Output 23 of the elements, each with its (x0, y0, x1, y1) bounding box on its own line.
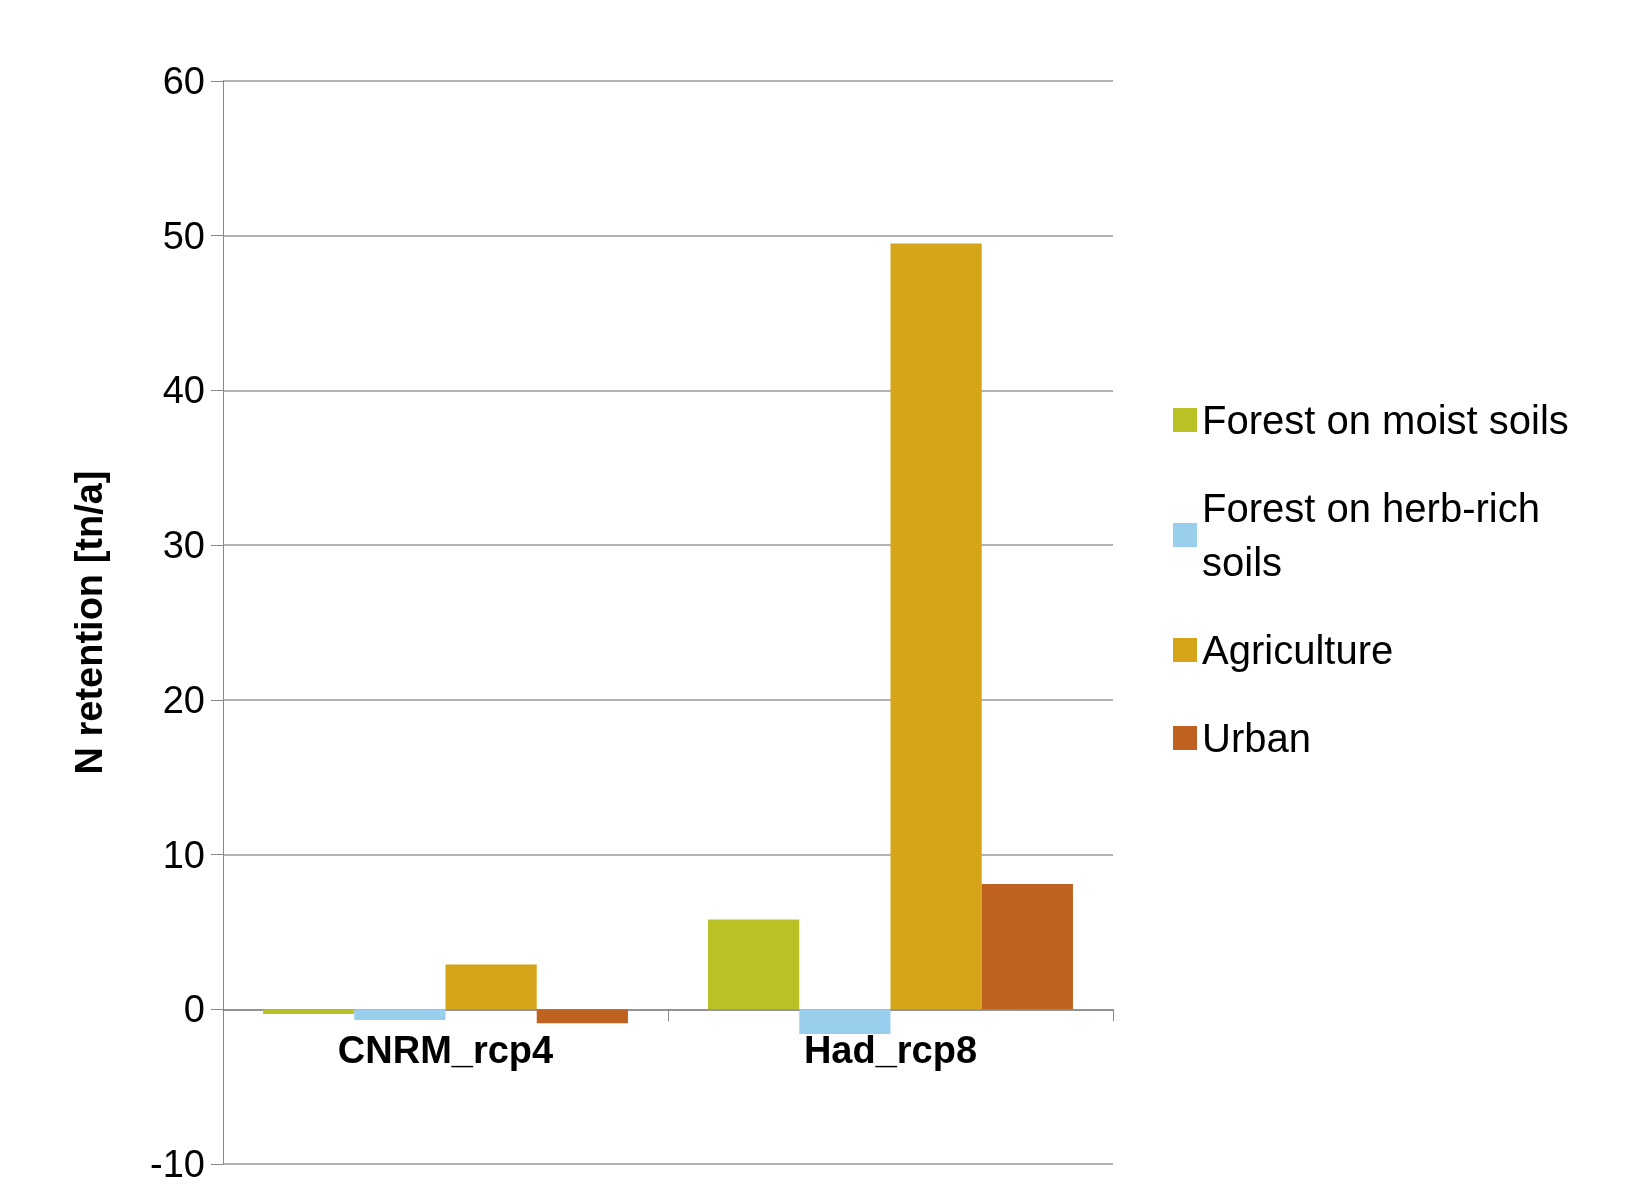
y-tick-label: 50 (162, 214, 205, 257)
bar (536, 1009, 628, 1024)
bar (445, 964, 537, 1010)
y-tick-label: 0 (183, 988, 205, 1031)
legend-label: Urban (1202, 716, 1311, 760)
x-tick-label: CNRM_rcp4 (337, 1029, 554, 1072)
legend-label: Forest on herb-rich soils (1202, 486, 1552, 584)
bar (354, 1009, 446, 1021)
bar (799, 1009, 891, 1035)
y-axis-title: N retention [tn/a] (68, 470, 110, 775)
legend-label: Agriculture (1202, 628, 1394, 672)
y-tick-label: 30 (162, 524, 205, 567)
x-tick-label: Had_rcp8 (803, 1029, 978, 1072)
bar (708, 919, 800, 1010)
bar (263, 1009, 355, 1014)
y-tick-label: -10 (150, 1143, 205, 1185)
bar (890, 243, 982, 1010)
y-tick-label: 20 (162, 678, 205, 721)
y-tick-label: 10 (162, 833, 205, 876)
y-tick-label: 40 (162, 369, 205, 412)
bar (981, 883, 1073, 1010)
y-tick-label: 60 (162, 60, 205, 102)
legend-label: Forest on moist soils (1202, 398, 1569, 442)
